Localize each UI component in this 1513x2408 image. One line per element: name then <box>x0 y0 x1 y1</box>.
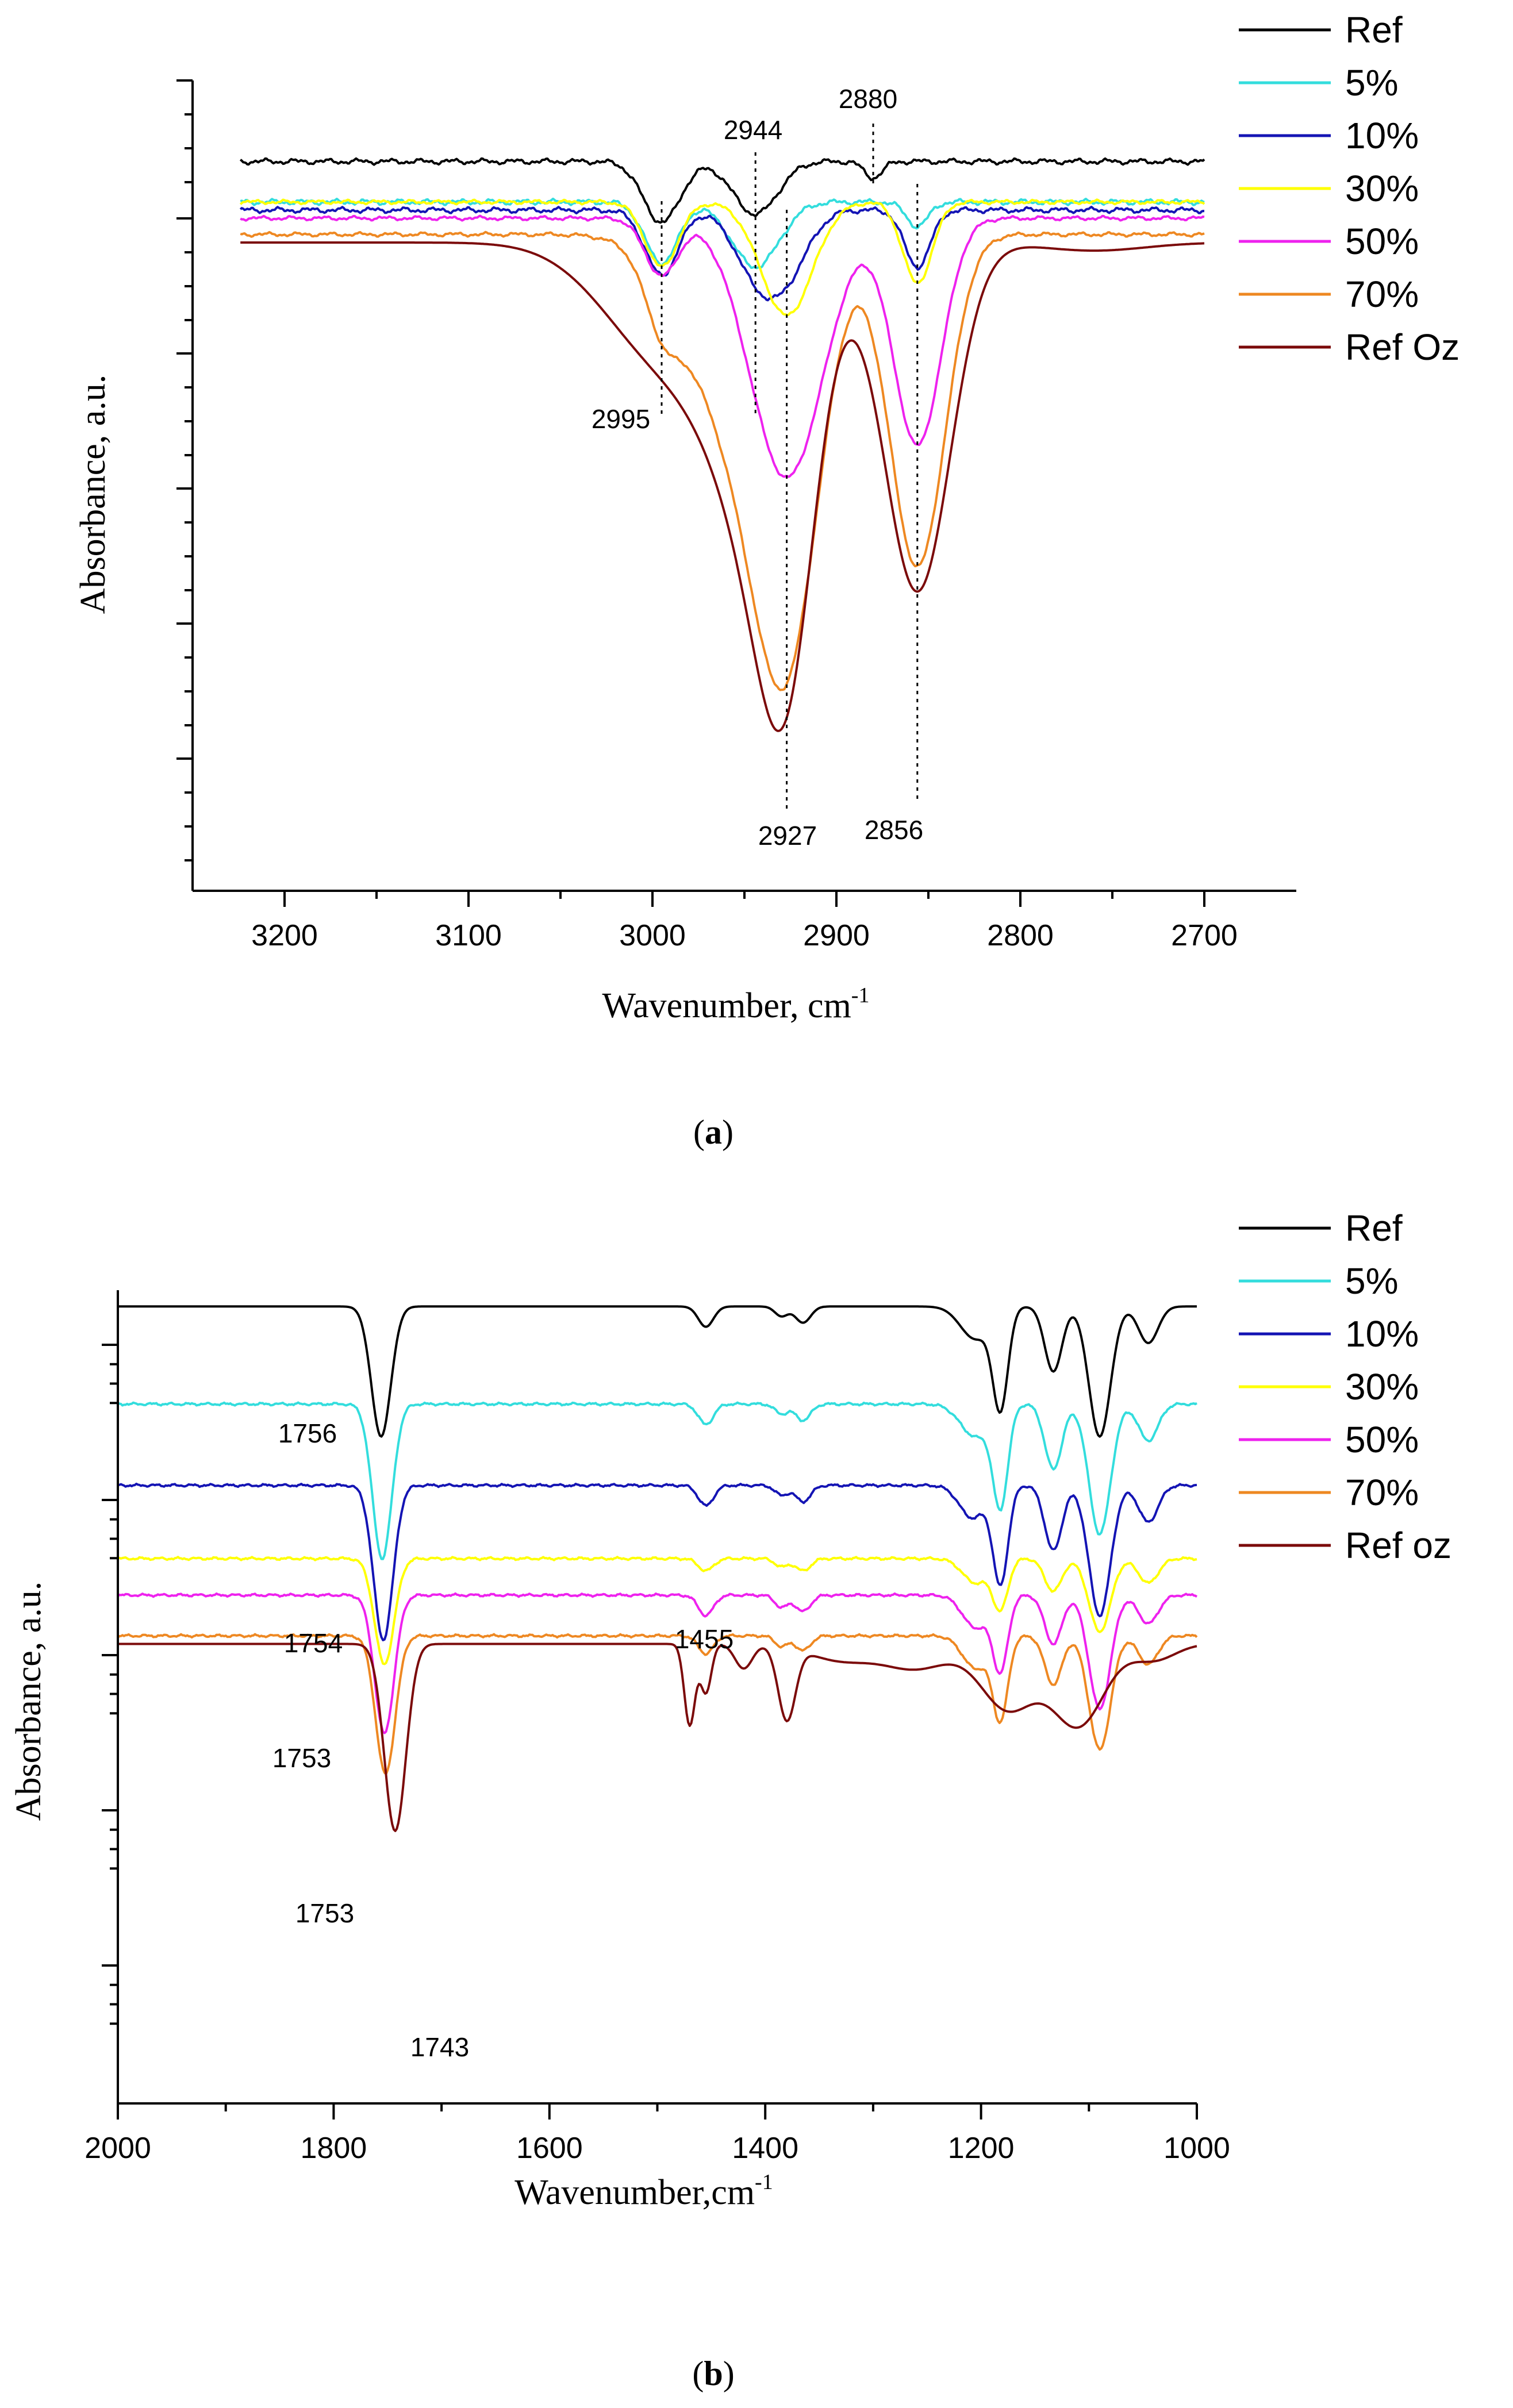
panel-b-x-tick-label: 1000 <box>1163 2132 1230 2165</box>
panel-a-x-tick-label: 3200 <box>251 919 318 952</box>
panel-a-peak-label-2944: 2944 <box>724 115 782 145</box>
panel-a-x-tick-label: 3100 <box>435 919 502 952</box>
panel-b-legend-item-10pct: 10% <box>1239 1313 1419 1355</box>
panel-a-x-tick-label: 2900 <box>803 919 870 952</box>
panel-a-series-70pct <box>240 230 1205 691</box>
panel-a-series-ref-oz <box>240 241 1205 732</box>
panel-b-x-tick-label: 1800 <box>301 2132 367 2165</box>
legend-label: Ref <box>1345 9 1403 51</box>
legend-label: 50% <box>1345 221 1419 262</box>
panel-b-legend: Ref 5% 10% 30% 50% 70% Ref oz <box>1239 1207 1451 1566</box>
panel-a-x-ticks: 3200 3100 3000 2900 2800 2700 <box>251 891 1238 952</box>
legend-label: 5% <box>1345 1260 1399 1302</box>
panel-a-peak-label-2927: 2927 <box>758 821 817 851</box>
panel-a-y-ticks <box>176 79 193 861</box>
panel-b-x-ticks: 2000 1800 1600 1400 1200 1000 <box>85 2103 1230 2165</box>
panel-b-series-50pct <box>117 1592 1198 1734</box>
panel-a-peak-label-2880: 2880 <box>839 84 897 114</box>
panel-a-series-50pct <box>240 214 1205 478</box>
legend-label: Ref Oz <box>1345 326 1460 368</box>
panel-a-peak-label-2856: 2856 <box>865 815 923 845</box>
panel-b-legend-item-ref-oz: Ref oz <box>1239 1525 1451 1566</box>
panel-b-peak-label-1756: 1756 <box>278 1418 337 1448</box>
legend-label: 10% <box>1345 115 1419 156</box>
panel-b-series-30pct <box>117 1556 1197 1665</box>
panel-a-x-tick-label: 2800 <box>987 919 1054 952</box>
panel-a-series-10pct <box>239 206 1205 302</box>
legend-label: Ref oz <box>1345 1525 1451 1566</box>
panel-a-x-tick-label: 2700 <box>1171 919 1238 952</box>
legend-label: 50% <box>1345 1419 1419 1460</box>
panel-a-caption-letter: a <box>705 1113 722 1151</box>
panel-a-legend-item-70pct: 70% <box>1239 274 1419 315</box>
panel-b-x-tick-label: 1600 <box>516 2132 583 2165</box>
legend-label: 70% <box>1345 1472 1419 1513</box>
panel-a-peak-label-2995: 2995 <box>592 404 650 434</box>
panel-a-legend: Ref 5% 10% 30% 50% 70% Ref Oz <box>1239 9 1460 368</box>
panel-b-annotations: 1756 1754 1455 1753 1753 1743 <box>272 1418 734 2062</box>
panel-a: 3200 3100 3000 2900 2800 2700 Wavenumber, cm-… <box>74 9 1460 1151</box>
legend-label: 30% <box>1345 1366 1419 1407</box>
panel-b-legend-item-70pct: 70% <box>1239 1472 1419 1513</box>
panel-b-caption: (b) <box>692 2355 734 2392</box>
panel-a-x-axis-title: Wavenumber, cm-1 <box>602 983 870 1025</box>
panel-b-series-70pct <box>117 1633 1198 1775</box>
panel-b-legend-item-5pct: 5% <box>1239 1260 1399 1302</box>
legend-label: 70% <box>1345 274 1419 315</box>
panel-b-x-tick-label: 2000 <box>85 2132 151 2165</box>
legend-label: 10% <box>1345 1313 1419 1355</box>
legend-label: 30% <box>1345 168 1419 209</box>
legend-label: 5% <box>1345 62 1399 103</box>
panel-a-series-ref <box>240 157 1205 224</box>
panel-a-y-axis-title: Absorbance, a.u. <box>74 375 113 614</box>
panel-a-legend-item-ref: Ref <box>1239 9 1403 51</box>
panel-b-series-ref-oz <box>118 1642 1197 1832</box>
panel-a-legend-item-10pct: 10% <box>1239 115 1419 156</box>
panel-b-peak-label-1754: 1754 <box>284 1628 343 1658</box>
panel-b: 2000 1800 1600 1400 1200 1000 Wavenumber,cm-1… <box>9 1207 1451 2392</box>
panel-b-series-ref <box>118 1305 1197 1438</box>
panel-b-x-axis-title: Wavenumber,cm-1 <box>514 2170 773 2212</box>
panel-a-legend-item-ref-oz: Ref Oz <box>1239 326 1460 368</box>
panel-b-y-axis-title: Absorbance, a.u. <box>9 1582 48 1821</box>
panel-a-annotations: 2995 2944 2880 2927 2856 <box>592 84 923 851</box>
panel-b-peak-label-1753: 1753 <box>295 1898 354 1928</box>
panel-b-legend-item-ref: Ref <box>1239 1207 1403 1249</box>
panel-b-caption-letter: b <box>704 2355 723 2392</box>
panel-b-series <box>117 1305 1198 1832</box>
panel-a-legend-item-5pct: 5% <box>1239 62 1399 103</box>
panel-b-series-10pct <box>117 1482 1197 1641</box>
panel-a-guides <box>661 124 919 810</box>
panel-b-x-tick-label: 1400 <box>732 2132 798 2165</box>
panel-b-peak-label-1455: 1455 <box>675 1624 734 1654</box>
panel-b-peak-label-1743: 1743 <box>410 2032 469 2062</box>
panel-a-series-30pct <box>239 198 1205 317</box>
panel-b-peak-label-1753: 1753 <box>272 1743 331 1773</box>
legend-label: Ref <box>1345 1207 1403 1249</box>
panel-b-x-tick-label: 1200 <box>948 2132 1015 2165</box>
panel-b-legend-item-30pct: 30% <box>1239 1366 1419 1407</box>
panel-b-series-5pct <box>117 1401 1198 1560</box>
panel-b-y-ticks <box>102 1344 118 2025</box>
panel-a-caption: (a) <box>693 1113 734 1151</box>
panel-a-series <box>239 157 1205 732</box>
panel-a-legend-item-50pct: 50% <box>1239 221 1419 262</box>
panel-a-x-tick-label: 3000 <box>619 919 686 952</box>
panel-b-legend-item-50pct: 50% <box>1239 1419 1419 1460</box>
panel-a-legend-item-30pct: 30% <box>1239 168 1419 209</box>
